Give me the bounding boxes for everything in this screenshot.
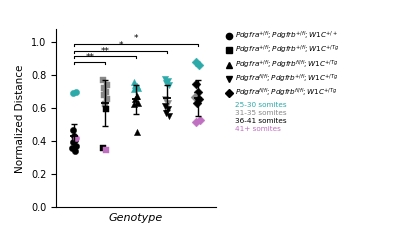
Point [73,90,80,94]
Point [131,102,138,106]
Point [196,97,202,101]
Point [101,86,108,90]
Point [193,60,199,64]
Point [165,79,172,83]
Point [100,93,107,97]
Point [163,111,169,114]
Point [195,90,202,94]
Point [193,82,200,86]
Text: *: * [134,34,138,43]
Point [165,107,171,111]
Point [103,107,110,111]
Point [104,82,110,86]
Point [134,84,140,88]
Point [70,91,76,95]
Point [72,136,79,140]
Point [71,134,77,138]
Point [192,95,198,99]
Point [166,114,172,118]
Point [72,138,78,142]
Point [72,149,78,152]
Point [163,81,169,85]
Point [196,63,202,67]
Point [103,148,109,152]
Point [73,144,79,148]
Text: **: ** [101,47,110,56]
Legend: $\it{Pdgfra}$$^{+/fl}$$\it{;Pdgfrb}$$^{+/fl}$$\it{;W1C}$$^{+/+}$, $\it{Pdgfra}$$: $\it{Pdgfra}$$^{+/fl}$$\it{;Pdgfrb}$$^{+… [226,29,340,132]
Point [162,104,168,108]
Point [103,90,109,94]
Point [166,82,172,86]
Point [135,101,141,105]
Point [134,130,140,133]
Point [100,79,106,82]
Point [130,80,137,84]
Point [100,146,106,150]
Text: *: * [118,41,123,50]
Y-axis label: Normalized Distance: Normalized Distance [15,64,25,173]
Point [135,86,141,90]
Point [132,82,138,86]
Point [70,128,76,132]
Point [70,140,76,144]
Point [104,97,110,101]
Point [192,121,199,124]
Point [69,146,76,150]
X-axis label: Genotype: Genotype [109,213,163,223]
Point [162,97,168,101]
Point [196,118,203,122]
Point [164,101,171,105]
Point [194,101,200,105]
Point [102,102,108,106]
Point [162,77,168,81]
Point [131,88,137,92]
Point [132,97,138,101]
Text: **: ** [85,53,94,61]
Point [134,94,140,98]
